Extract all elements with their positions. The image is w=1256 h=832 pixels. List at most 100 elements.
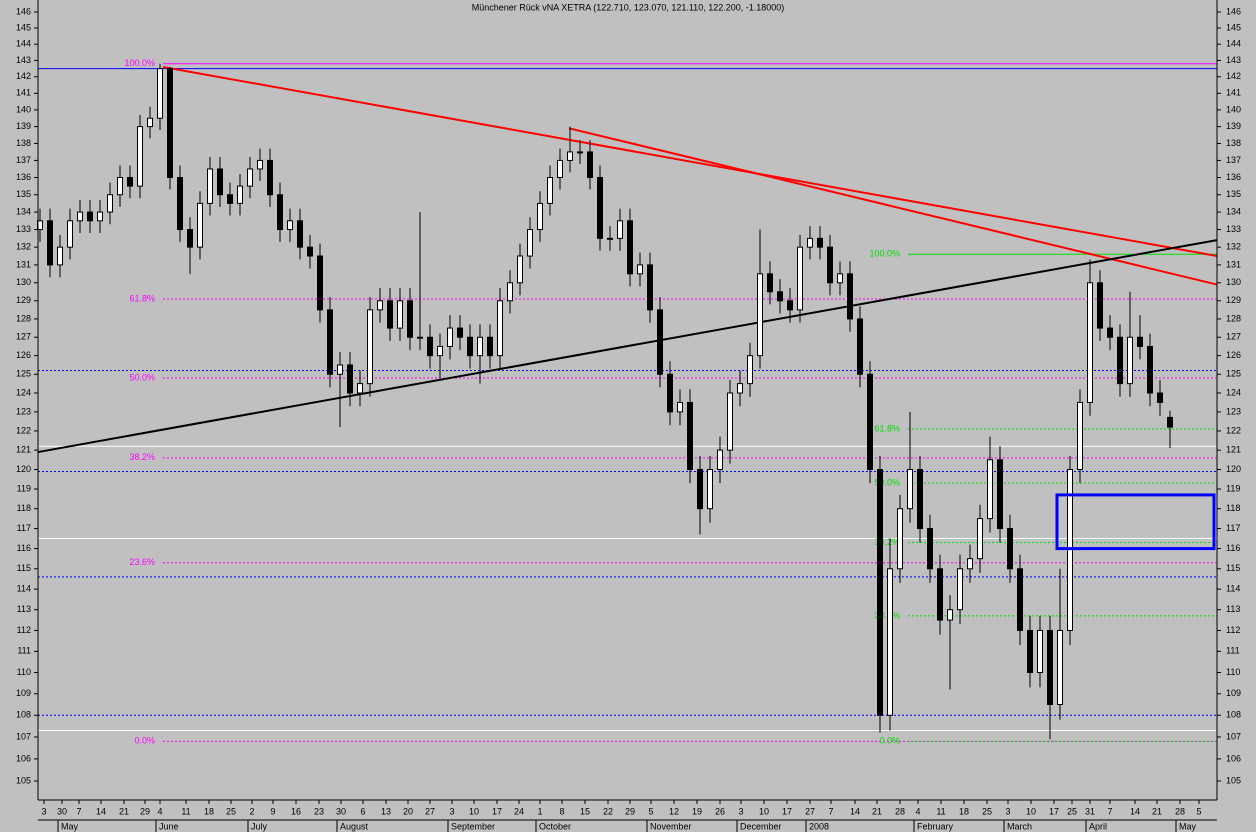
candle-body bbox=[807, 237, 813, 248]
y-tick-label: 145 bbox=[16, 22, 31, 32]
candle-body bbox=[917, 468, 923, 530]
candle-body bbox=[777, 291, 783, 302]
y-tick-label: 111 bbox=[1226, 646, 1240, 656]
candle-body bbox=[437, 345, 443, 357]
candle-body bbox=[1027, 629, 1033, 673]
candle-body bbox=[1077, 401, 1083, 470]
candle-body bbox=[287, 220, 293, 231]
y-tick-label: 144 bbox=[16, 39, 31, 49]
y-tick-label: 127 bbox=[16, 332, 31, 342]
y-tick-label: 139 bbox=[16, 121, 31, 131]
x-tick-label: 25 bbox=[226, 806, 236, 816]
month-label: September bbox=[451, 821, 495, 831]
y-tick-label: 113 bbox=[1226, 604, 1240, 614]
trend-line bbox=[37, 239, 1218, 454]
y-tick-label: 120 bbox=[16, 464, 31, 474]
candle-body bbox=[837, 273, 843, 284]
y-tick-label: 140 bbox=[16, 104, 31, 114]
x-tick-label: 21 bbox=[1152, 806, 1162, 816]
x-tick-label: 5 bbox=[1196, 806, 1201, 816]
month-label: December bbox=[740, 821, 782, 831]
candle-body bbox=[147, 117, 153, 128]
y-tick-label: 123 bbox=[16, 406, 31, 416]
candle-body bbox=[87, 211, 93, 222]
candle-body bbox=[317, 255, 323, 311]
fib-label: 100.0% bbox=[124, 58, 155, 68]
y-tick-label: 118 bbox=[17, 503, 31, 513]
y-tick-label: 106 bbox=[1226, 753, 1241, 763]
candle-body bbox=[257, 159, 263, 170]
month-label: May bbox=[1179, 821, 1197, 831]
y-tick-label: 107 bbox=[16, 731, 31, 741]
x-tick-label: 25 bbox=[1067, 806, 1077, 816]
candle-body bbox=[967, 558, 973, 570]
y-tick-label: 110 bbox=[17, 667, 31, 677]
y-tick-label: 140 bbox=[1226, 104, 1241, 114]
y-tick-label: 120 bbox=[1226, 464, 1241, 474]
candle-body bbox=[67, 220, 73, 248]
y-tick-label: 119 bbox=[17, 483, 31, 493]
y-tick-label: 124 bbox=[1226, 387, 1241, 397]
trend-line bbox=[162, 65, 1218, 257]
candle-body bbox=[1057, 629, 1063, 706]
x-tick-label: 7 bbox=[828, 806, 833, 816]
y-tick-label: 116 bbox=[17, 543, 31, 553]
candle-body bbox=[1147, 345, 1153, 394]
y-tick-label: 137 bbox=[16, 155, 31, 165]
y-tick-label: 146 bbox=[1226, 6, 1241, 16]
candle-body bbox=[117, 177, 123, 196]
candle-body bbox=[327, 309, 333, 375]
fib-label: 38.2% bbox=[129, 452, 155, 462]
candle-body bbox=[427, 336, 433, 357]
candle-body bbox=[667, 373, 673, 413]
candle-body bbox=[77, 211, 83, 222]
month-label: March bbox=[1007, 821, 1032, 831]
candle-body bbox=[157, 68, 163, 119]
y-tick-label: 143 bbox=[16, 55, 31, 65]
x-tick-label: 21 bbox=[872, 806, 882, 816]
y-tick-label: 111 bbox=[17, 646, 31, 656]
candle-body bbox=[1167, 416, 1173, 428]
x-tick-label: 14 bbox=[1130, 806, 1140, 816]
month-label: February bbox=[917, 821, 954, 831]
candle-body bbox=[697, 468, 703, 510]
month-label: July bbox=[251, 821, 268, 831]
y-tick-label: 117 bbox=[17, 523, 31, 533]
x-tick-label: 14 bbox=[96, 806, 106, 816]
candle-body bbox=[167, 68, 173, 179]
candle-body bbox=[177, 177, 183, 231]
y-tick-label: 136 bbox=[1226, 172, 1241, 182]
chart-title: Münchener Rück vNA XETRA (122.710, 123.0… bbox=[472, 2, 785, 12]
y-tick-label: 139 bbox=[1226, 121, 1241, 131]
x-tick-label: 31 bbox=[1085, 806, 1095, 816]
candle-body bbox=[987, 459, 993, 520]
y-tick-label: 121 bbox=[1226, 445, 1241, 455]
candle-body bbox=[207, 168, 213, 204]
candle-body bbox=[1037, 629, 1043, 673]
x-tick-label: 19 bbox=[692, 806, 702, 816]
candle-body bbox=[947, 609, 953, 621]
y-tick-label: 134 bbox=[16, 206, 31, 216]
y-tick-label: 131 bbox=[16, 259, 31, 269]
candle-body bbox=[897, 508, 903, 570]
y-tick-label: 132 bbox=[1226, 242, 1241, 252]
candle-body bbox=[767, 273, 773, 293]
candle-body bbox=[367, 309, 373, 385]
candle-body bbox=[727, 392, 733, 451]
x-tick-label: 21 bbox=[119, 806, 129, 816]
x-tick-label: 3 bbox=[41, 806, 46, 816]
candle-body bbox=[247, 168, 253, 187]
candle-body bbox=[687, 401, 693, 470]
x-tick-label: 11 bbox=[936, 806, 945, 816]
candle-body bbox=[297, 220, 303, 248]
candle-body bbox=[997, 459, 1003, 530]
candle-body bbox=[1107, 327, 1113, 338]
y-tick-label: 135 bbox=[1226, 189, 1241, 199]
y-tick-label: 125 bbox=[16, 369, 31, 379]
y-tick-label: 122 bbox=[1226, 425, 1241, 435]
candle-body bbox=[1087, 282, 1093, 403]
candle-body bbox=[307, 246, 313, 257]
x-tick-label: 10 bbox=[469, 806, 479, 816]
y-tick-label: 125 bbox=[1226, 369, 1241, 379]
